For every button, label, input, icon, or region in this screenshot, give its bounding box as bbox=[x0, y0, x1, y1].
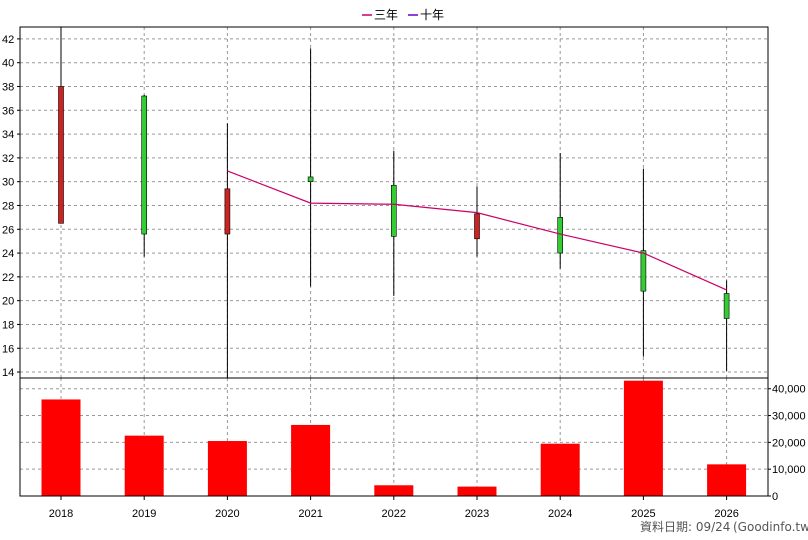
volume-tick-label: 20,000 bbox=[772, 437, 806, 449]
candlesticks bbox=[58, 27, 730, 378]
x-tick-label-2022: 2022 bbox=[382, 508, 406, 520]
chart-legend: 三年 十年 bbox=[362, 8, 444, 22]
x-tick-label-2025: 2025 bbox=[631, 508, 655, 520]
price-tick-label: 36 bbox=[2, 105, 14, 117]
price-tick-label: 26 bbox=[2, 224, 14, 236]
data-date: 資料日期: 09/24 bbox=[640, 520, 730, 534]
volume-bar-2022 bbox=[374, 485, 414, 496]
volume-tick-label: 30,000 bbox=[772, 411, 806, 423]
volume-bar-2026 bbox=[707, 464, 747, 496]
x-tick-label-2020: 2020 bbox=[215, 508, 239, 520]
price-tick-label: 30 bbox=[2, 177, 14, 189]
candle-body-2024 bbox=[557, 217, 564, 254]
x-tick-label-2026: 2026 bbox=[714, 508, 738, 520]
volume-bar-2019 bbox=[124, 435, 164, 496]
legend-label-ten-year: 十年 bbox=[420, 8, 444, 22]
candle-body-2018 bbox=[58, 86, 64, 224]
candle-body-2023 bbox=[474, 213, 480, 240]
volume-bar-2025 bbox=[623, 380, 663, 496]
price-tick-label: 14 bbox=[2, 367, 14, 379]
candle-body-2026 bbox=[723, 293, 730, 319]
candle-body-2020 bbox=[224, 188, 231, 235]
three-year-line bbox=[227, 170, 727, 291]
volume-tick-label: 0 bbox=[772, 491, 778, 503]
volume-bars bbox=[41, 380, 747, 496]
price-tick-label: 32 bbox=[2, 153, 14, 165]
price-tick-label: 38 bbox=[2, 81, 14, 93]
candle-body-2025 bbox=[640, 250, 647, 292]
candle-body-2019 bbox=[141, 95, 147, 235]
volume-bar-2020 bbox=[207, 441, 247, 496]
x-axis: 2018 2019 2020 2021 2022 2023 2024 2025 2026 bbox=[49, 496, 739, 520]
legend-label-three-year: 三年 bbox=[374, 8, 398, 22]
x-tick-label-2021: 2021 bbox=[298, 508, 322, 520]
price-tick-label: 20 bbox=[2, 296, 14, 308]
price-tick-label: 42 bbox=[2, 34, 14, 46]
x-tick-label-2019: 2019 bbox=[132, 508, 156, 520]
candle-body-2022 bbox=[390, 184, 397, 237]
price-tick-label: 28 bbox=[2, 200, 14, 212]
volume-bar-2024 bbox=[540, 443, 580, 496]
volume-tick-label: 10,000 bbox=[772, 464, 806, 476]
price-tick-label: 24 bbox=[2, 248, 14, 260]
price-tick-label: 18 bbox=[2, 319, 14, 331]
price-tick-label: 16 bbox=[2, 343, 14, 355]
candle-body-2021 bbox=[307, 176, 314, 182]
price-axis: 14 16 18 20 22 24 26 28 30 32 34 36 38 40 42 bbox=[2, 34, 20, 379]
x-tick-label-2018: 2018 bbox=[49, 508, 73, 520]
volume-axis: 0 10,000 20,000 30,000 40,000 bbox=[768, 384, 806, 503]
volume-tick-label: 40,000 bbox=[772, 384, 806, 396]
volume-bar-2023 bbox=[457, 486, 497, 496]
price-tick-label: 34 bbox=[2, 129, 14, 141]
price-tick-label: 22 bbox=[2, 272, 14, 284]
x-tick-label-2023: 2023 bbox=[465, 508, 489, 520]
data-source: (Goodinfo.tw) bbox=[733, 520, 808, 534]
x-tick-label-2024: 2024 bbox=[548, 508, 572, 520]
volume-bar-2021 bbox=[291, 424, 331, 496]
volume-bar-2018 bbox=[41, 399, 81, 496]
price-tick-label: 40 bbox=[2, 58, 14, 70]
